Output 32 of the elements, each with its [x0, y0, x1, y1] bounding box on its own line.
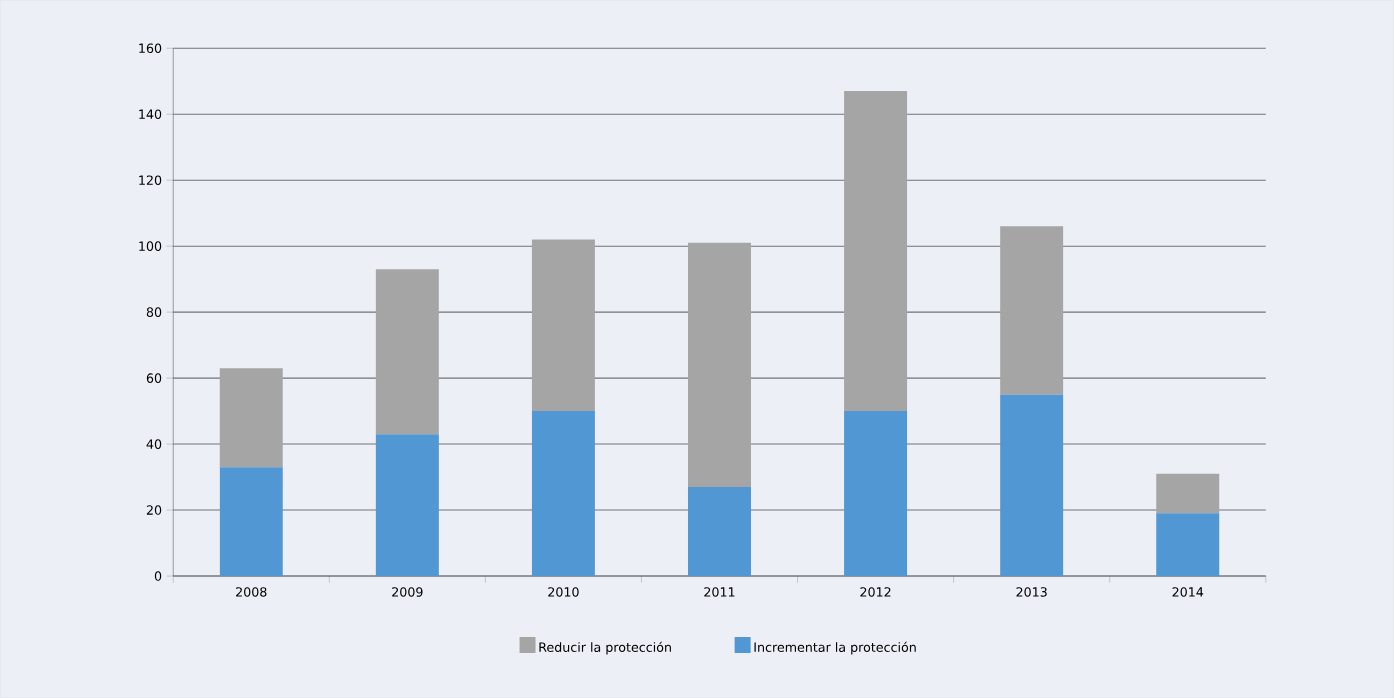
bar: [688, 486, 751, 576]
y-tick-label: 0: [154, 571, 162, 581]
x-tick-label: 2008: [236, 587, 267, 597]
y-tick-label: 80: [146, 307, 162, 317]
bar: [1000, 226, 1064, 395]
legend-label: Incrementar la protección: [754, 641, 916, 655]
legend-label: Reducir la protección: [539, 641, 671, 655]
bar: [844, 410, 908, 576]
x-tick-label: 2011: [704, 587, 735, 597]
bar: [219, 368, 283, 468]
bar: [375, 434, 439, 576]
x-tick-label: 2012: [860, 587, 891, 597]
bar: [844, 91, 908, 411]
bar: [375, 269, 439, 435]
y-tick-label: 40: [146, 439, 162, 449]
y-tick-label: 60: [146, 373, 162, 383]
y-tick-label: 20: [146, 505, 162, 515]
y-tick-label: 160: [139, 43, 162, 53]
bar: [1000, 394, 1064, 576]
y-tick-label: 140: [139, 109, 162, 119]
bar: [531, 239, 595, 411]
bar: [219, 467, 283, 576]
x-tick-label: 2013: [1016, 587, 1047, 597]
bar: [1156, 473, 1220, 514]
y-tick-label: 100: [139, 241, 162, 251]
bar: [1156, 513, 1220, 576]
y-tick-label: 120: [139, 175, 162, 185]
bar: [688, 242, 751, 487]
bar: [531, 410, 595, 576]
x-tick-label: 2010: [548, 587, 579, 597]
x-tick-label: 2009: [392, 587, 423, 597]
x-tick-label: 2014: [1172, 587, 1204, 597]
